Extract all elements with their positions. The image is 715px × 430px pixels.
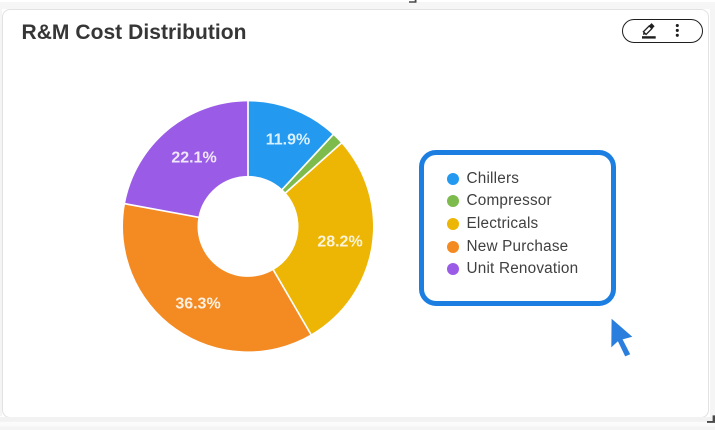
- svg-text:22.1%: 22.1%: [171, 150, 216, 167]
- svg-text:36.3%: 36.3%: [175, 296, 220, 313]
- svg-text:28.2%: 28.2%: [317, 234, 362, 251]
- svg-text:11.9%: 11.9%: [266, 132, 310, 149]
